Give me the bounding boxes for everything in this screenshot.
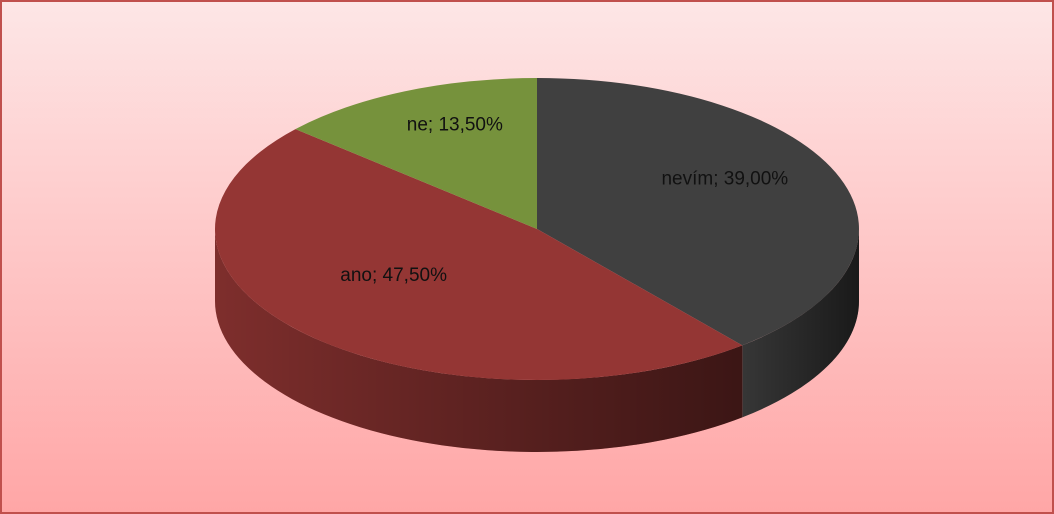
pie-side-shade [742,229,860,418]
data-label: nevím; 39,00% [661,168,788,189]
pie-slice [537,78,859,346]
pie-slice [214,129,743,381]
data-label: ne; 13,50% [407,115,503,136]
pie-slice [295,77,537,229]
pie-side-shade [215,229,743,452]
data-label: ano; 47,50% [340,265,447,286]
